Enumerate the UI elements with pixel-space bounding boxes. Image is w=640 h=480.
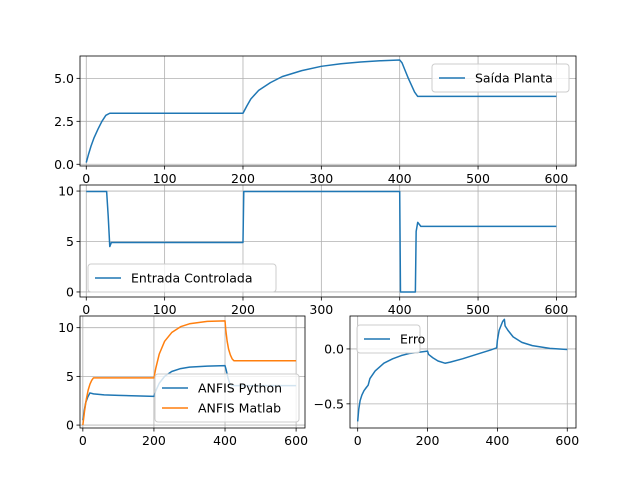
y-tick-label: 0.0	[324, 341, 344, 356]
x-tick-label: 500	[466, 171, 490, 186]
series-line-erro	[356, 318, 568, 422]
x-tick-label: 0	[82, 302, 90, 317]
legend: Erro	[356, 324, 425, 354]
y-tick-label: −0.5	[314, 396, 344, 411]
x-tick-label: 200	[231, 171, 255, 186]
x-tick-label: 100	[153, 302, 177, 317]
x-tick-label: 500	[466, 302, 490, 317]
chart-panel-anfis: 0 200 400 600 0 5 10 ANFIS Python ANFIS Matlab	[58, 315, 308, 448]
x-tick-label: 300	[309, 302, 333, 317]
y-tick-label: 2.5	[54, 114, 74, 129]
y-tick-label: 0	[66, 418, 74, 433]
axes-frame	[349, 315, 577, 429]
y-tick-label: 5	[66, 234, 74, 249]
x-tick-label: 400	[213, 433, 237, 448]
series-line-sa-da-planta	[85, 59, 557, 163]
axes-frame	[79, 315, 306, 429]
legend-entry: ANFIS Python	[198, 381, 282, 396]
axes-frame	[79, 184, 577, 298]
legend-box	[87, 263, 277, 293]
legend-box	[431, 63, 570, 93]
x-tick-label: 200	[416, 433, 440, 448]
legend-entry: Saída Planta	[475, 71, 553, 86]
legend: Entrada Controlada	[87, 263, 277, 293]
x-tick-label: 400	[485, 433, 509, 448]
x-tick-label: 400	[388, 302, 412, 317]
x-tick-label: 0	[82, 171, 90, 186]
x-tick-label: 0	[79, 433, 87, 448]
legend: ANFIS Python ANFIS Matlab	[154, 373, 300, 423]
y-tick-label: 0.0	[54, 157, 74, 172]
x-tick-label: 300	[309, 171, 333, 186]
chart-panel-planta: 0 100 200 300 400 500 600 0.0 2.5 5.0 Saída Planta	[54, 55, 577, 186]
series-line-anfis-matlab	[82, 320, 297, 426]
legend-entry: ANFIS Matlab	[198, 401, 281, 416]
y-tick-label: 10	[58, 320, 74, 335]
x-tick-label: 600	[544, 302, 568, 317]
legend-box	[154, 373, 300, 423]
chart-panel-erro: 0 200 400 600 −0.5 0.0 Erro	[314, 315, 579, 448]
x-tick-label: 600	[544, 171, 568, 186]
x-tick-label: 600	[555, 433, 579, 448]
x-tick-label: 0	[354, 433, 362, 448]
x-tick-label: 200	[231, 302, 255, 317]
legend: Saída Planta	[431, 63, 570, 93]
x-tick-label: 100	[153, 171, 177, 186]
axes-frame	[79, 55, 577, 167]
legend-entry: Erro	[400, 332, 425, 347]
y-tick-label: 5.0	[54, 71, 74, 86]
series-line-entrada-controlada	[86, 190, 557, 293]
legend-entry: Entrada Controlada	[131, 271, 253, 286]
y-tick-label: 0	[66, 284, 74, 299]
chart-panel-entrada: 0 100 200 300 400 500 600 0 5 10 Entrada Controlad…	[58, 184, 577, 317]
y-tick-label: 10	[58, 184, 74, 199]
x-tick-label: 400	[388, 171, 412, 186]
y-tick-label: 5	[66, 369, 74, 384]
x-tick-label: 600	[284, 433, 308, 448]
x-tick-label: 200	[142, 433, 166, 448]
